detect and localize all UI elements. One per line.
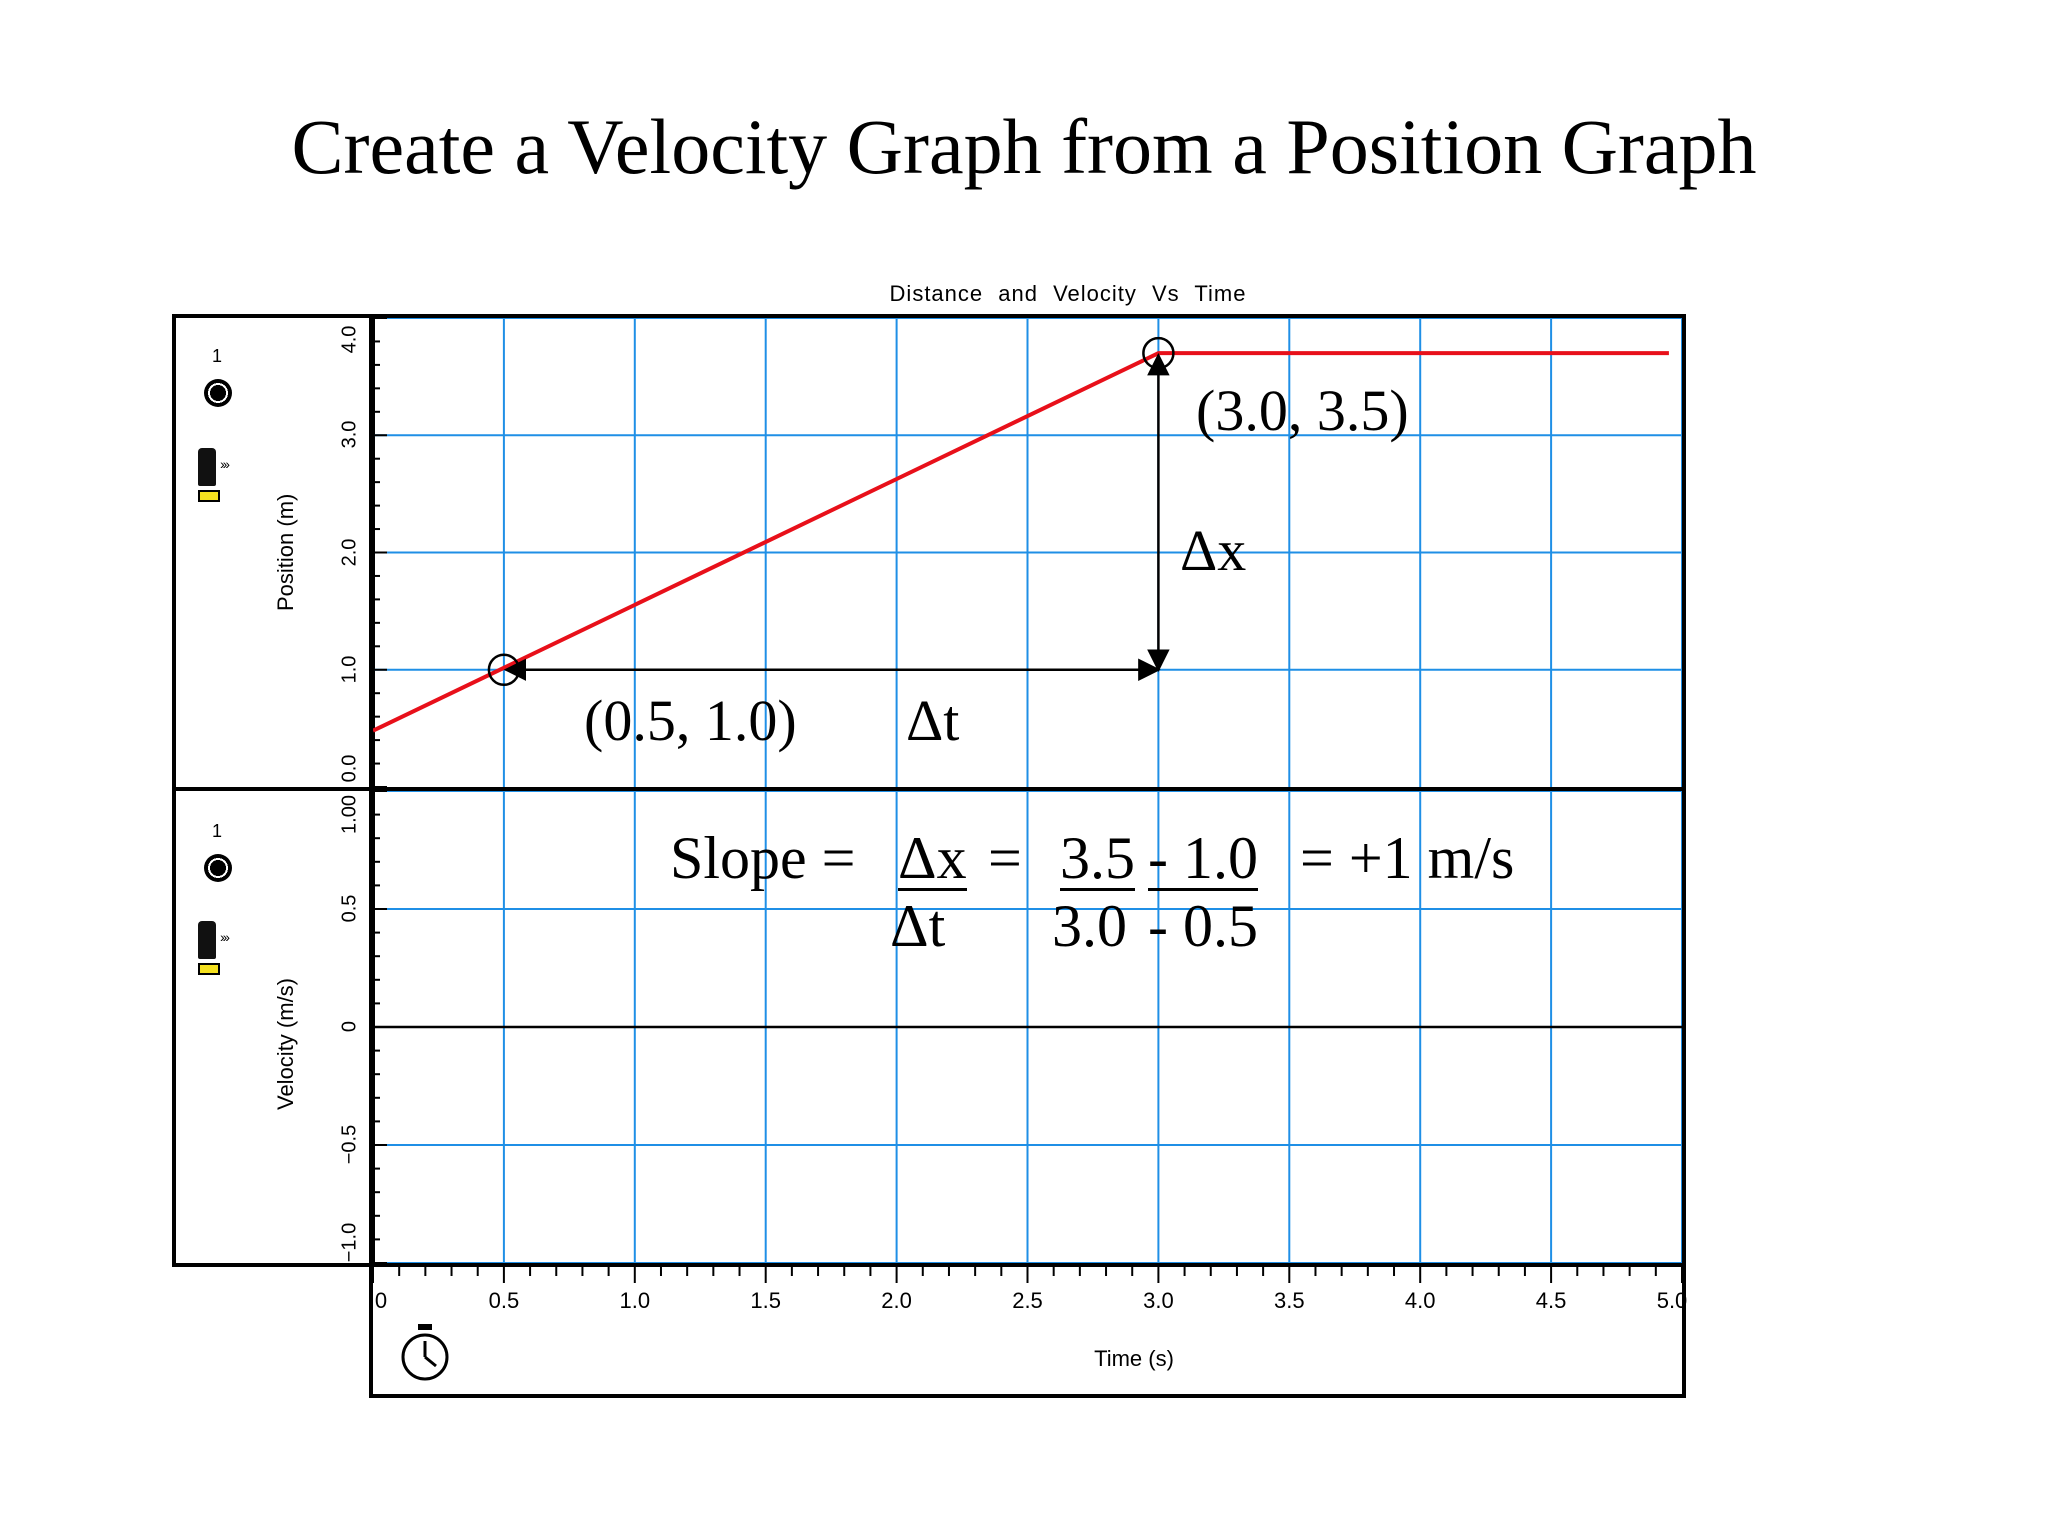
delta-t-label: Δt — [906, 688, 960, 753]
point-marker-circle — [1142, 336, 1175, 370]
x-tick-label: 4.0 — [1404, 1288, 1436, 1313]
y-tick-label-velocity: −0.5 — [338, 1124, 361, 1165]
sensor-number: 1 — [212, 346, 223, 366]
velocity-sensor-panel: 1 ››› Velocity (m/s) — [172, 787, 375, 1267]
point-marker-circle — [487, 653, 521, 686]
slope-num2-b: - 1.0 — [1148, 825, 1258, 891]
x-tick-label: 1.5 — [750, 1288, 781, 1313]
position-sensor-panel: 1 ››› Position (m) — [172, 314, 375, 791]
y-tick-label-velocity: 0 — [338, 1020, 361, 1033]
x-tick-label: 2.5 — [1012, 1288, 1043, 1313]
x-tick-label: 3.0 — [1143, 1288, 1174, 1313]
motion-detector-icon: ››› — [198, 448, 258, 508]
stopwatch-icon[interactable] — [398, 1322, 452, 1384]
point-markers — [487, 336, 1175, 686]
slope-denominator: Δt — [890, 893, 946, 959]
x-tick-label: 1.0 — [619, 1288, 651, 1313]
delta-arrows — [503, 352, 1170, 681]
slide-title: Create a Velocity Graph from a Position … — [291, 103, 1757, 190]
x-tick-label: 5.0 — [1656, 1288, 1688, 1313]
sensor-target-icon — [204, 379, 232, 407]
y-tick-label-velocity: −1.0 — [338, 1222, 361, 1263]
slope-num2-a: 3.5 — [1060, 825, 1135, 891]
motion-detector-icon: ››› — [198, 921, 258, 981]
y-tick-label-velocity: 1.00 — [338, 795, 361, 834]
time-axis-frame — [369, 1263, 1686, 1398]
y-tick-label-position: 4.0 — [338, 325, 361, 354]
slope-lhs: Slope = — [670, 825, 856, 891]
y-tick-label-position: 3.0 — [338, 420, 361, 449]
x-axis-label: Time (s) — [1094, 1346, 1174, 1371]
x-tick-label: 0 — [374, 1288, 388, 1313]
y-tick-label-velocity: 0.5 — [338, 894, 361, 923]
slope-den2-b: - 0.5 — [1148, 893, 1258, 959]
slope-equals: = — [988, 825, 1022, 891]
point-label-end: (3.0, 3.5) — [1196, 378, 1409, 443]
slope-result: = +1 m/s — [1300, 825, 1515, 891]
y-tick-label-position: 2.0 — [338, 538, 361, 566]
chart-title: Distance and Velocity Vs Time — [889, 281, 1247, 306]
position-plot-frame — [369, 314, 1686, 791]
x-tick-label: 0.5 — [488, 1288, 520, 1313]
delta-x-label: Δx — [1180, 518, 1247, 583]
x-tick-label: 2.0 — [881, 1288, 912, 1313]
sensor-target-icon — [204, 854, 232, 882]
sensor-number: 1 — [212, 821, 223, 841]
slope-numerator: Δx — [898, 825, 967, 891]
x-tick-label: 3.5 — [1274, 1288, 1305, 1313]
slope-den2-a: 3.0 — [1052, 893, 1127, 959]
point-label-start: (0.5, 1.0) — [584, 688, 797, 753]
y-tick-label-position: 1.0 — [338, 655, 361, 684]
x-tick-label: 4.5 — [1535, 1288, 1567, 1313]
